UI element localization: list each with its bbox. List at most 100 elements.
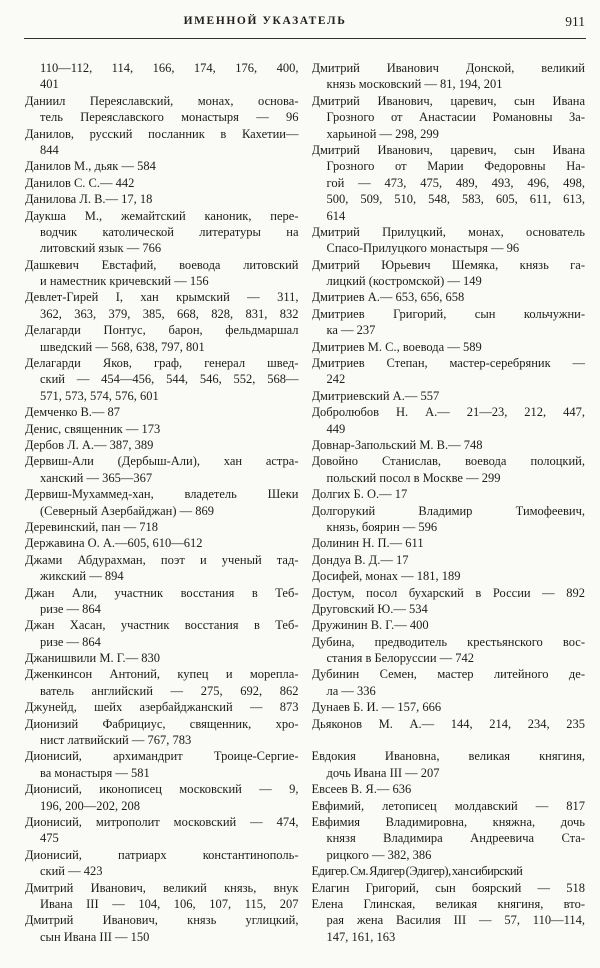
- index-line: князь московский — 81, 194, 201: [326, 77, 503, 92]
- index-line: Дмитриев Степан, мастер-серебряник —: [311, 356, 586, 371]
- index-line: Достум, посол бухарский в России — 892: [311, 585, 586, 600]
- header-rule: [24, 38, 586, 39]
- index-line: Дмитриев Григорий, сын кольчужни-: [311, 306, 586, 321]
- index-line: Долгих Б. О.— 17: [311, 487, 408, 502]
- index-line: Джанишвили М. Г.— 830: [25, 651, 161, 666]
- index-line: тель Переяславского монастыря — 96: [40, 110, 299, 125]
- index-line: Дмитрий Иванович, царевич, сын Ивана: [311, 142, 586, 157]
- index-column-left: 110—112, 114, 166, 174, 176, 400, 401 Дани…: [25, 60, 299, 945]
- index-line: Дмитрий Иванович, великий князь, внук: [25, 880, 299, 895]
- index-line: Дмитрий Иванович, царевич, сын Ивана: [311, 93, 586, 108]
- index-line: Довнар-Запольский М. В.— 748: [311, 437, 483, 452]
- index-line: Досифей, монах — 181, 189: [311, 569, 461, 584]
- index-line: 571, 573, 574, 576, 601: [40, 388, 159, 403]
- index-line: 110—112, 114, 166, 174, 176, 400,: [40, 61, 299, 75]
- index-line: Данилов М., дьяк — 584: [25, 159, 156, 174]
- index-line: сын Ивана III — 150: [40, 929, 150, 944]
- index-line: Евсеев В. Я.— 636: [311, 782, 412, 797]
- index-line: Джан Али, участник восстания в Теб-: [25, 585, 299, 600]
- index-line: ва монастыря — 581: [40, 765, 150, 780]
- index-line: польский посол в Москве — 299: [326, 470, 501, 485]
- index-line: Евфимия Владимировна, княжна, дочь: [311, 814, 586, 829]
- index-line: Дмитриевский А.— 557: [311, 388, 440, 403]
- index-line: Дервиш-Али (Дербыш-Али), хан астра-: [25, 454, 299, 469]
- index-columns: 110—112, 114, 166, 174, 176, 400, 401 Дани…: [25, 60, 585, 945]
- index-line: Дервиш-Мухаммед-хан, владетель Шеки: [25, 487, 299, 502]
- index-line: Дубина, предводитель крестьянского вос-: [311, 634, 586, 649]
- index-line: князь, боярин — 596: [326, 519, 438, 534]
- index-line: Дионисий, патриарх константинополь-: [25, 847, 299, 862]
- index-line: Дионисий, митрополит московский — 474,: [25, 814, 299, 829]
- index-line: Джунейд, шейх азербайджанский — 873: [25, 700, 299, 715]
- index-line: 475: [40, 831, 59, 846]
- index-line: Дионисий, архимандрит Троице-Сергие-: [25, 749, 299, 764]
- page-number: 911: [565, 14, 585, 29]
- index-line: Едигер. См. Ядигер (Эдигер), хан сибирск…: [311, 864, 523, 879]
- index-line: Долгорукий Владимир Тимофеевич,: [311, 503, 586, 518]
- index-line: Дмитрий Иванович Донской, великий: [311, 61, 586, 75]
- index-line: рицкого — 382, 386: [326, 847, 432, 862]
- index-line: Джан Хасан, участник восстания в Теб-: [25, 618, 299, 633]
- index-line: Дружинин В. Г.— 400: [311, 618, 429, 633]
- index-line: Джами Абдурахман, поэт и ученый тад-: [25, 552, 299, 567]
- index-line: (Северный Азербайджан) — 869: [40, 503, 214, 518]
- index-line: Делагарди Понтус, барон, фельдмаршал: [25, 323, 299, 338]
- index-line: Дьяконов М. А.— 144, 214, 234, 235: [311, 716, 586, 731]
- index-line: ка — 237: [326, 323, 376, 338]
- index-line: 449: [326, 421, 346, 436]
- index-line: водчик католической литературы на: [40, 224, 299, 239]
- index-line: Грозного от Марии Федоровны На-: [326, 159, 586, 174]
- index-line: Дионизий Фабрициус, священник, хро-: [25, 716, 299, 731]
- index-line: ризе — 864: [40, 601, 101, 616]
- index-line: Долинин Н. П.— 611: [311, 536, 424, 551]
- index-line: 614: [326, 208, 346, 223]
- index-line: Делагарди Яков, граф, генерал швед-: [25, 356, 299, 371]
- index-line: Спасо-Прилуцкого монастыря — 96: [326, 241, 520, 256]
- index-line: Даниил Переяславский, монах, основа-: [25, 93, 299, 108]
- index-line: Евдокия Ивановна, великая княгиня,: [311, 749, 586, 764]
- index-line: 242: [326, 372, 346, 387]
- index-line: Дмитриев М. С., воевода — 589: [311, 339, 482, 354]
- index-line: Державина О. А.—605, 610—612: [25, 536, 203, 551]
- index-line: Данилов, русский посланник в Кахетии—: [25, 126, 299, 141]
- index-line: Дженкинсон Антоний, купец и морепла-: [25, 667, 299, 682]
- index-line: Данилова Л. В.— 17, 18: [25, 192, 153, 207]
- index-line: харьиной — 298, 299: [326, 126, 439, 141]
- index-line: Дубинин Семен, мастер литейного де-: [311, 667, 586, 682]
- index-line: гой — 473, 475, 489, 493, 496, 498,: [326, 175, 586, 190]
- index-line: литовский язык — 766: [40, 241, 162, 256]
- index-line: Дмитриев А.— 653, 656, 658: [311, 290, 465, 305]
- index-line: Ивана III — 104, 106, 107, 115, 207: [40, 896, 299, 911]
- index-line: Даукша М., жемайтский каноник, пере-: [25, 208, 299, 223]
- index-line: Дондуа В. Д.— 17: [311, 552, 409, 567]
- index-line: ла — 336: [326, 683, 376, 698]
- index-column-right: Дмитрий Иванович Донской, великий князь м…: [312, 60, 586, 945]
- index-line: ризе — 864: [40, 634, 101, 649]
- index-line: Дмитрий Иванович, князь углицкий,: [25, 913, 299, 928]
- index-line: Дербов Л. А.— 387, 389: [25, 437, 154, 452]
- index-line: Дашкевич Евстафий, воевода литовский: [25, 257, 299, 272]
- index-line: 196, 200—202, 208: [40, 798, 140, 813]
- index-line: рая жена Василия III — 57, 110—114,: [326, 913, 586, 928]
- index-line: Евфимий, летописец молдавский — 817: [311, 798, 586, 813]
- index-line: Дионисий, иконописец московский — 9,: [25, 782, 299, 797]
- index-line: Довойно Станислав, воевода полоцкий,: [311, 454, 586, 469]
- index-line: 500, 509, 510, 548, 583, 605, 611, 613,: [326, 192, 586, 207]
- index-line: лицкий (костромской) — 149: [326, 274, 482, 289]
- index-line: шведский — 568, 638, 797, 801: [40, 339, 205, 354]
- index-line: Елагин Григорий, сын боярский — 518: [311, 880, 586, 895]
- index-line: ский — 454—456, 544, 546, 552, 568—: [40, 372, 299, 387]
- index-line: 844: [40, 142, 59, 157]
- index-line: жикский — 894: [40, 569, 124, 584]
- index-line: и наместник кричевский — 156: [40, 274, 209, 289]
- index-line: Деревинский, пан — 718: [25, 519, 158, 534]
- index-line: Друговский Ю.— 534: [311, 601, 428, 616]
- index-line: 362, 363, 379, 385, 668, 828, 831, 832: [40, 306, 299, 321]
- section-gap: [312, 732, 586, 748]
- index-line: Денис, священник — 173: [25, 421, 161, 436]
- index-line: Девлет-Гирей I, хан крымский — 311,: [25, 290, 299, 305]
- index-line: нист латвийский — 767, 783: [40, 733, 192, 748]
- index-line: 147, 161, 163: [326, 929, 396, 944]
- index-line: Дмитрий Юрьевич Шемяка, князь га-: [311, 257, 586, 272]
- index-line: князя Владимира Андреевича Ста-: [326, 831, 586, 846]
